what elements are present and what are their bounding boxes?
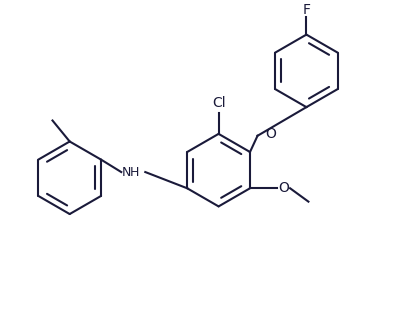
Text: F: F bbox=[302, 3, 310, 17]
Text: Cl: Cl bbox=[212, 96, 225, 110]
Text: O: O bbox=[278, 181, 288, 195]
Text: H: H bbox=[130, 166, 139, 178]
Text: O: O bbox=[265, 127, 277, 141]
Text: N: N bbox=[122, 166, 131, 178]
